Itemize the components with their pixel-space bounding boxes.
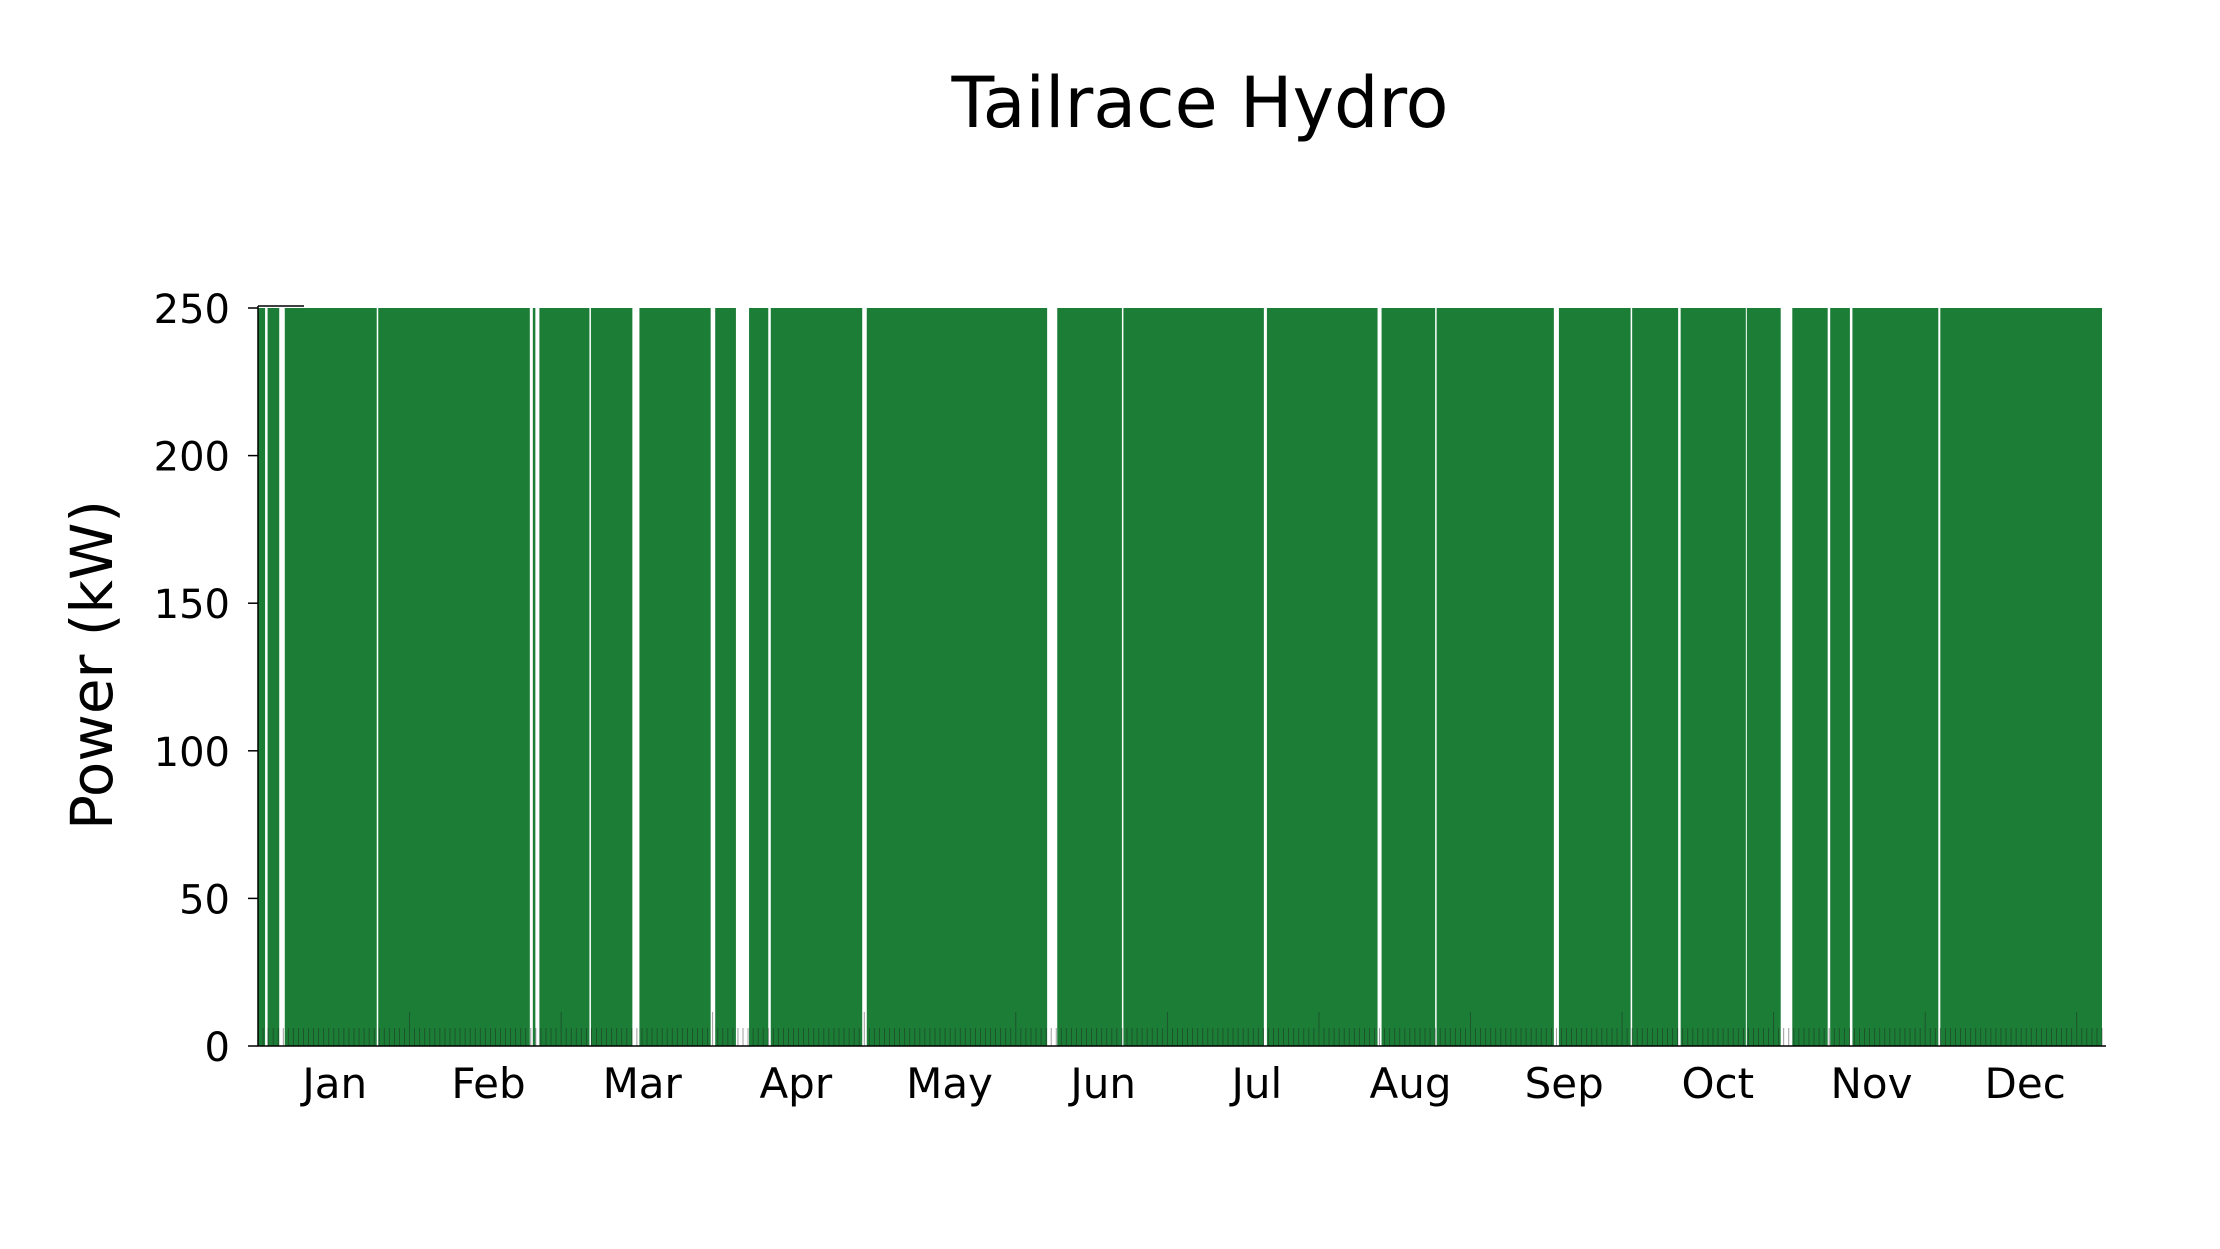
generation-block xyxy=(866,308,1048,1046)
y-axis-label: Power (kW) xyxy=(58,500,126,830)
generation-block xyxy=(1852,308,1939,1046)
y-tick-label: 200 xyxy=(154,435,230,481)
y-tick-label: 250 xyxy=(154,287,230,333)
generation-block xyxy=(1746,308,1781,1046)
y-tick-label: 0 xyxy=(205,1025,230,1071)
generation-block xyxy=(1381,308,1436,1046)
x-axis: Jan Feb Mar Apr May Jun Jul Aug Sep Oct Nov Dec xyxy=(258,1045,2106,1108)
generation-block xyxy=(1940,308,2102,1046)
generation-block xyxy=(1266,308,1378,1046)
y-tick-label: 100 xyxy=(154,730,230,776)
generation-block xyxy=(639,308,711,1046)
x-tick-label: Oct xyxy=(1681,1059,1754,1108)
x-tick-label: Mar xyxy=(603,1059,683,1108)
x-tick-label: Nov xyxy=(1831,1059,1913,1108)
generation-block xyxy=(532,308,536,1046)
generation-block xyxy=(378,308,530,1046)
plot-area xyxy=(257,308,2103,1046)
generation-block xyxy=(1632,308,1679,1046)
generation-block xyxy=(1436,308,1554,1046)
x-tick-label: Apr xyxy=(759,1059,832,1108)
x-tick-label: Feb xyxy=(451,1059,525,1108)
generation-block xyxy=(1792,308,1828,1046)
x-tick-label: May xyxy=(906,1059,993,1108)
generation-block xyxy=(749,308,769,1046)
generation-block xyxy=(267,308,280,1046)
x-tick-label: Aug xyxy=(1369,1059,1451,1108)
generation-block xyxy=(1057,308,1122,1046)
generation-block xyxy=(1830,308,1850,1046)
generation-block xyxy=(1123,308,1264,1046)
generation-block xyxy=(770,308,863,1046)
y-axis-label-group: Power (kW) xyxy=(58,500,126,830)
generation-block xyxy=(590,308,633,1046)
x-tick-label: Dec xyxy=(1985,1059,2066,1108)
y-tick-label: 50 xyxy=(179,877,230,923)
x-tick-label: Jan xyxy=(299,1059,367,1108)
y-tick-label: 150 xyxy=(154,582,230,628)
generation-block xyxy=(1558,308,1631,1046)
generation-block xyxy=(258,308,266,1046)
x-tick-label: Jun xyxy=(1067,1059,1136,1108)
chart-title: Tailrace Hydro xyxy=(951,62,1449,144)
generation-block xyxy=(1680,308,1746,1046)
x-tick-label: Sep xyxy=(1525,1059,1604,1108)
generation-block xyxy=(715,308,736,1046)
x-tick-label: Jul xyxy=(1228,1059,1282,1108)
generation-block xyxy=(539,308,590,1046)
generation-block xyxy=(284,308,377,1046)
y-axis: 0 50 100 150 200 250 xyxy=(154,287,304,1071)
